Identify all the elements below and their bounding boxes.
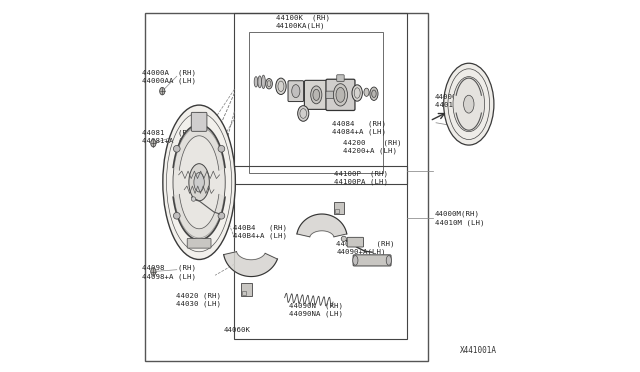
Ellipse shape — [194, 173, 204, 192]
Ellipse shape — [254, 77, 258, 87]
Text: 44098   (RH)
44098+A (LH): 44098 (RH) 44098+A (LH) — [142, 265, 196, 280]
Ellipse shape — [364, 88, 369, 96]
Ellipse shape — [333, 84, 348, 106]
Bar — [234, 166, 408, 339]
Ellipse shape — [266, 78, 273, 89]
Ellipse shape — [313, 89, 319, 100]
Ellipse shape — [453, 77, 484, 132]
Ellipse shape — [276, 78, 286, 94]
Ellipse shape — [163, 105, 236, 260]
Text: 44000M(RH)
44010M (LH): 44000M(RH) 44010M (LH) — [435, 211, 484, 226]
FancyBboxPatch shape — [353, 255, 391, 266]
Text: 44100K  (RH)
44100KA(LH): 44100K (RH) 44100KA(LH) — [276, 14, 330, 29]
Ellipse shape — [353, 256, 358, 265]
Ellipse shape — [159, 87, 165, 95]
Ellipse shape — [370, 87, 378, 100]
Ellipse shape — [463, 95, 474, 113]
Ellipse shape — [372, 90, 376, 97]
Bar — [234, 13, 408, 184]
Text: 44200    (RH)
44200+A (LH): 44200 (RH) 44200+A (LH) — [343, 140, 401, 154]
Polygon shape — [173, 125, 225, 170]
Text: 44000M(RH)
44010M (LH): 44000M(RH) 44010M (LH) — [435, 93, 484, 108]
Ellipse shape — [298, 106, 309, 121]
Ellipse shape — [189, 164, 209, 201]
Circle shape — [173, 212, 180, 219]
Circle shape — [191, 197, 196, 201]
Circle shape — [341, 236, 346, 241]
Circle shape — [218, 212, 225, 219]
Ellipse shape — [386, 256, 392, 265]
Text: 440B4   (RH)
440B4+A (LH): 440B4 (RH) 440B4+A (LH) — [234, 224, 287, 239]
Polygon shape — [224, 252, 277, 276]
Polygon shape — [173, 194, 225, 240]
FancyBboxPatch shape — [191, 112, 207, 131]
FancyBboxPatch shape — [334, 202, 344, 214]
Ellipse shape — [336, 87, 345, 102]
Text: 44000A  (RH)
44000AA (LH): 44000A (RH) 44000AA (LH) — [142, 70, 196, 84]
Text: 44081   (RH)
44081+A (LH): 44081 (RH) 44081+A (LH) — [142, 129, 196, 144]
Text: 44100P  (RH)
44100PA (LH): 44100P (RH) 44100PA (LH) — [334, 170, 388, 185]
FancyBboxPatch shape — [288, 81, 303, 102]
Ellipse shape — [310, 86, 322, 104]
FancyBboxPatch shape — [337, 75, 344, 81]
Ellipse shape — [352, 85, 362, 101]
FancyBboxPatch shape — [305, 80, 328, 109]
Ellipse shape — [151, 140, 156, 147]
FancyBboxPatch shape — [326, 79, 355, 110]
Bar — [145, 13, 428, 361]
Ellipse shape — [292, 85, 300, 98]
Ellipse shape — [444, 63, 494, 145]
Ellipse shape — [151, 268, 156, 275]
Ellipse shape — [262, 75, 266, 89]
Text: 44060K: 44060K — [223, 327, 250, 333]
Ellipse shape — [258, 76, 262, 88]
Text: X441001A: X441001A — [460, 346, 497, 355]
FancyBboxPatch shape — [347, 237, 364, 247]
Polygon shape — [297, 214, 347, 237]
Text: 44090    (RH)
44090+A(LH): 44090 (RH) 44090+A(LH) — [337, 241, 395, 256]
Text: 44084   (RH)
44084+A (LH): 44084 (RH) 44084+A (LH) — [332, 120, 387, 135]
Circle shape — [173, 145, 180, 152]
Text: 44090N  (RH)
44090NA (LH): 44090N (RH) 44090NA (LH) — [289, 302, 344, 317]
FancyBboxPatch shape — [326, 91, 334, 99]
FancyBboxPatch shape — [241, 283, 252, 296]
Text: 44020 (RH)
44030 (LH): 44020 (RH) 44030 (LH) — [175, 292, 221, 307]
Ellipse shape — [173, 127, 225, 238]
Circle shape — [218, 145, 225, 152]
FancyBboxPatch shape — [187, 238, 211, 248]
Bar — [250, 32, 383, 173]
